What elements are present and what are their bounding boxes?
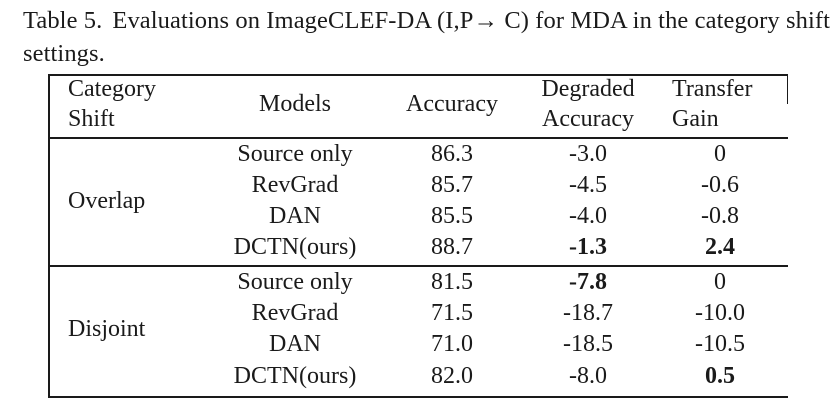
header-transfer-line2: Gain [672,106,719,132]
caption-text: Evaluations on ImageCLEF-DA (I,P→ C) for… [23,7,831,67]
header-models: Models [259,91,331,117]
table-left-border [48,74,50,398]
header-transfer-line1: Transfer [672,76,753,102]
table-caption: Table 5. Evaluations on ImageCLEF-DA (I,P… [23,4,835,70]
header-degraded-line2: Accuracy [542,106,634,132]
header-category-shift-line1: Category [68,76,156,102]
model-cell: Source only [237,269,353,295]
gain-cell: -0.6 [701,172,739,198]
model-cell: DAN [269,331,321,357]
model-cell: RevGrad [251,172,339,198]
accuracy-cell: 85.7 [431,172,473,198]
results-table: Category Shift Models Accuracy Degraded … [48,74,788,398]
degraded-cell: -18.7 [563,300,613,326]
gain-cell: -10.5 [695,331,745,357]
table-bottom-rule [48,396,788,398]
model-cell: DCTN(ours) [233,363,357,389]
gain-cell: -0.8 [701,203,739,229]
degraded-cell: -3.0 [569,141,607,167]
group-divider-rule [48,265,788,267]
gain-cell: -10.0 [695,300,745,326]
table-right-border [786,74,788,104]
header-category-shift-line2: Shift [68,106,115,132]
gain-cell: 0.5 [705,363,735,389]
degraded-cell: -7.8 [569,269,607,295]
gain-cell: 2.4 [705,234,735,260]
degraded-cell: -4.5 [569,172,607,198]
accuracy-cell: 71.0 [431,331,473,357]
group-label-disjoint: Disjoint [68,316,146,342]
gain-cell: 0 [714,141,726,167]
degraded-cell: -8.0 [569,363,607,389]
model-cell: Source only [237,141,353,167]
accuracy-cell: 86.3 [431,141,473,167]
accuracy-cell: 81.5 [431,269,473,295]
accuracy-cell: 88.7 [431,234,473,260]
degraded-cell: -4.0 [569,203,607,229]
header-degraded-line1: Degraded [541,76,635,102]
gain-cell: 0 [714,269,726,295]
model-cell: DCTN(ours) [233,234,357,260]
degraded-cell: -18.5 [563,331,613,357]
accuracy-cell: 85.5 [431,203,473,229]
caption-label: Table 5. [23,7,103,34]
model-cell: DAN [269,203,321,229]
degraded-cell: -1.3 [569,234,607,260]
accuracy-cell: 71.5 [431,300,473,326]
table-top-rule [48,74,788,76]
header-accuracy: Accuracy [406,91,498,117]
accuracy-cell: 82.0 [431,363,473,389]
group-label-overlap: Overlap [68,188,146,214]
header-bottom-rule [48,137,788,139]
model-cell: RevGrad [251,300,339,326]
